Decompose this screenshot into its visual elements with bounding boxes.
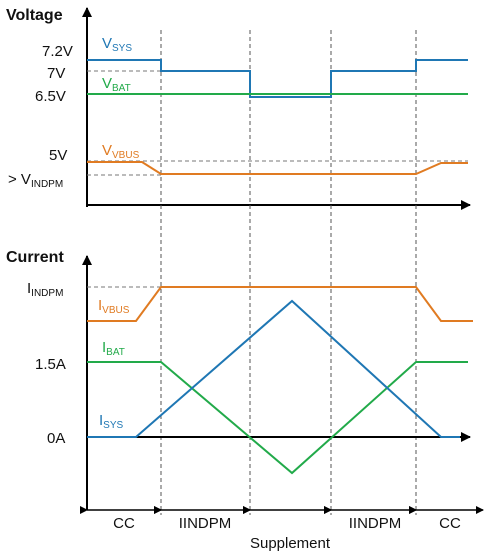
- ibat-trace: [87, 361, 468, 475]
- phase-dividers: [160, 30, 417, 515]
- ivbus-trace: [87, 286, 473, 322]
- isys-label: ISYS: [99, 412, 124, 431]
- tick-6.5v: 6.5V: [35, 88, 66, 105]
- ibat-label: IBAT: [102, 339, 125, 358]
- ivbus-label: IVBUS: [98, 297, 130, 316]
- voltage-guides: [87, 70, 468, 176]
- current-title: Current: [6, 249, 64, 266]
- vvbus-trace: [87, 161, 468, 175]
- phase-label-cc-1: CC: [113, 515, 135, 532]
- phase-label-supplement: Supplement: [250, 535, 331, 552]
- tick-1.5a: 1.5A: [35, 356, 66, 373]
- phase-label-cc-2: CC: [439, 515, 461, 532]
- vsys-trace: [87, 59, 468, 98]
- tick-iindpm: IINDPM: [27, 280, 63, 299]
- vsys-label: VSYS: [102, 35, 132, 54]
- isys-trace: [87, 299, 460, 438]
- vbat-label: VBAT: [102, 75, 131, 94]
- tick-5v: 5V: [49, 147, 67, 164]
- voltage-title: Voltage: [6, 7, 63, 24]
- tick-7v: 7V: [47, 65, 65, 82]
- vvbus-label: VVBUS: [102, 142, 140, 161]
- phase-label-iindpm-1: IINDPM: [179, 515, 232, 532]
- tick-7.2v: 7.2V: [42, 43, 73, 60]
- tick-0a: 0A: [47, 430, 65, 447]
- phase-label-iindpm-2: IINDPM: [349, 515, 402, 532]
- tick-vindpm: > VINDPM: [8, 171, 63, 190]
